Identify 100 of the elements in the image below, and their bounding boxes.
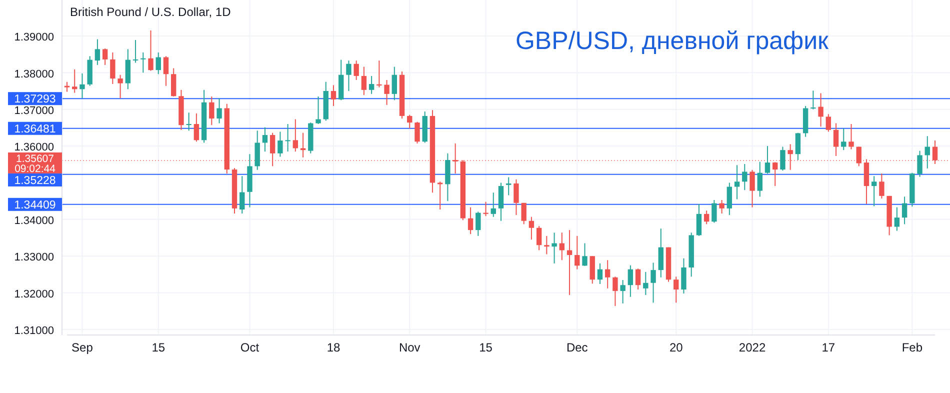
candlestick bbox=[597, 262, 603, 284]
candlestick bbox=[726, 182, 732, 216]
candlestick bbox=[658, 228, 664, 278]
candlestick bbox=[924, 136, 930, 169]
candlestick bbox=[170, 68, 176, 97]
candlestick bbox=[643, 271, 648, 296]
x-tick-label: 18 bbox=[326, 340, 340, 355]
chart-title: British Pound / U.S. Dollar, 1D bbox=[70, 5, 232, 19]
candlestick bbox=[240, 176, 245, 214]
candlestick bbox=[612, 276, 618, 307]
candlestick bbox=[262, 126, 268, 152]
candlestick bbox=[780, 146, 786, 172]
candlestick bbox=[270, 132, 276, 167]
candlestick bbox=[285, 124, 290, 152]
candlestick bbox=[292, 118, 298, 152]
candlestick bbox=[392, 66, 398, 101]
candlestick bbox=[384, 79, 390, 106]
candlestick bbox=[879, 173, 884, 200]
candlestick bbox=[544, 235, 550, 255]
candlestick bbox=[582, 242, 588, 267]
candlestick bbox=[674, 276, 679, 304]
candlestick bbox=[414, 121, 420, 144]
ref-line-label: 1.35228 bbox=[14, 174, 56, 187]
candlestick bbox=[506, 176, 512, 196]
x-tick-label: 2022 bbox=[738, 340, 766, 355]
candlestick bbox=[498, 182, 504, 222]
candlestick bbox=[156, 52, 161, 75]
candlestick bbox=[750, 169, 755, 208]
candlestick bbox=[650, 262, 656, 304]
candlestick bbox=[72, 68, 78, 94]
x-tick-label: Sep bbox=[72, 340, 94, 355]
candlestick bbox=[681, 258, 686, 294]
candlestick bbox=[437, 181, 443, 210]
candlestick bbox=[894, 206, 900, 232]
candlestick bbox=[521, 202, 526, 225]
candlestick bbox=[734, 164, 740, 200]
x-tick-label: Oct bbox=[240, 340, 260, 355]
candlestick bbox=[566, 230, 572, 296]
candlestick bbox=[490, 192, 496, 218]
candlestick bbox=[94, 38, 100, 66]
candlestick bbox=[902, 196, 908, 225]
candlestick bbox=[826, 114, 832, 132]
candlestick bbox=[696, 204, 702, 236]
candlestick bbox=[864, 158, 870, 205]
candlestick bbox=[368, 75, 374, 94]
candlestick bbox=[300, 132, 306, 158]
candlestick bbox=[132, 39, 138, 64]
candlestick bbox=[590, 256, 595, 284]
candlestick bbox=[604, 260, 610, 289]
x-tick-label: Dec bbox=[566, 340, 588, 355]
y-tick-label: 1.34000 bbox=[14, 215, 54, 228]
candlestick bbox=[757, 161, 762, 198]
y-tick-label: 1.37000 bbox=[14, 104, 54, 117]
text: 09:02:44 bbox=[14, 162, 56, 175]
candlestick bbox=[216, 98, 222, 124]
candlestick bbox=[476, 211, 481, 236]
ref-line-label: 1.36481 bbox=[14, 123, 56, 136]
y-tick-label: 1.38000 bbox=[14, 68, 54, 80]
candlestick bbox=[186, 112, 192, 132]
candlestick bbox=[125, 48, 131, 90]
candlestick bbox=[871, 176, 877, 207]
candlestick bbox=[917, 150, 922, 178]
candlestick bbox=[163, 56, 169, 86]
candlestick bbox=[330, 84, 336, 107]
candlestick bbox=[788, 144, 793, 170]
candlestick bbox=[316, 96, 321, 125]
candlestick bbox=[354, 60, 359, 80]
ref-line-label: 1.37293 bbox=[14, 94, 56, 106]
candlestick bbox=[772, 162, 778, 187]
candlestick bbox=[848, 124, 854, 150]
candlestick bbox=[254, 130, 260, 170]
candlestick bbox=[118, 74, 123, 99]
candlestick bbox=[361, 66, 367, 96]
candlestick bbox=[468, 206, 474, 235]
candlestick bbox=[407, 114, 412, 129]
candlestick bbox=[552, 232, 557, 264]
candlestick bbox=[841, 128, 846, 151]
candlestick bbox=[712, 199, 717, 224]
candlestick bbox=[536, 226, 542, 251]
candlestick bbox=[148, 30, 154, 72]
candlestick bbox=[140, 52, 146, 74]
candlestick bbox=[209, 96, 214, 126]
ref-line-label: 1.34409 bbox=[14, 199, 56, 212]
candlestick bbox=[574, 235, 580, 270]
candlestick bbox=[932, 140, 938, 165]
candlestick bbox=[818, 92, 824, 128]
candlestick bbox=[742, 164, 748, 191]
candlestick bbox=[346, 60, 352, 92]
candlestick bbox=[514, 178, 519, 216]
x-tick-label: 15 bbox=[152, 340, 166, 355]
candlestick bbox=[80, 72, 85, 99]
y-tick-label: 1.36000 bbox=[14, 142, 54, 154]
x-tick-label: 17 bbox=[822, 340, 836, 355]
candlestick bbox=[559, 232, 565, 261]
ref-line-label: 1.35607 bbox=[16, 152, 54, 165]
candlestick bbox=[635, 268, 641, 290]
y-tick-label: 1.32000 bbox=[14, 288, 54, 300]
candlestick bbox=[376, 60, 382, 88]
candlestick bbox=[628, 264, 634, 298]
candlestick bbox=[719, 199, 724, 214]
